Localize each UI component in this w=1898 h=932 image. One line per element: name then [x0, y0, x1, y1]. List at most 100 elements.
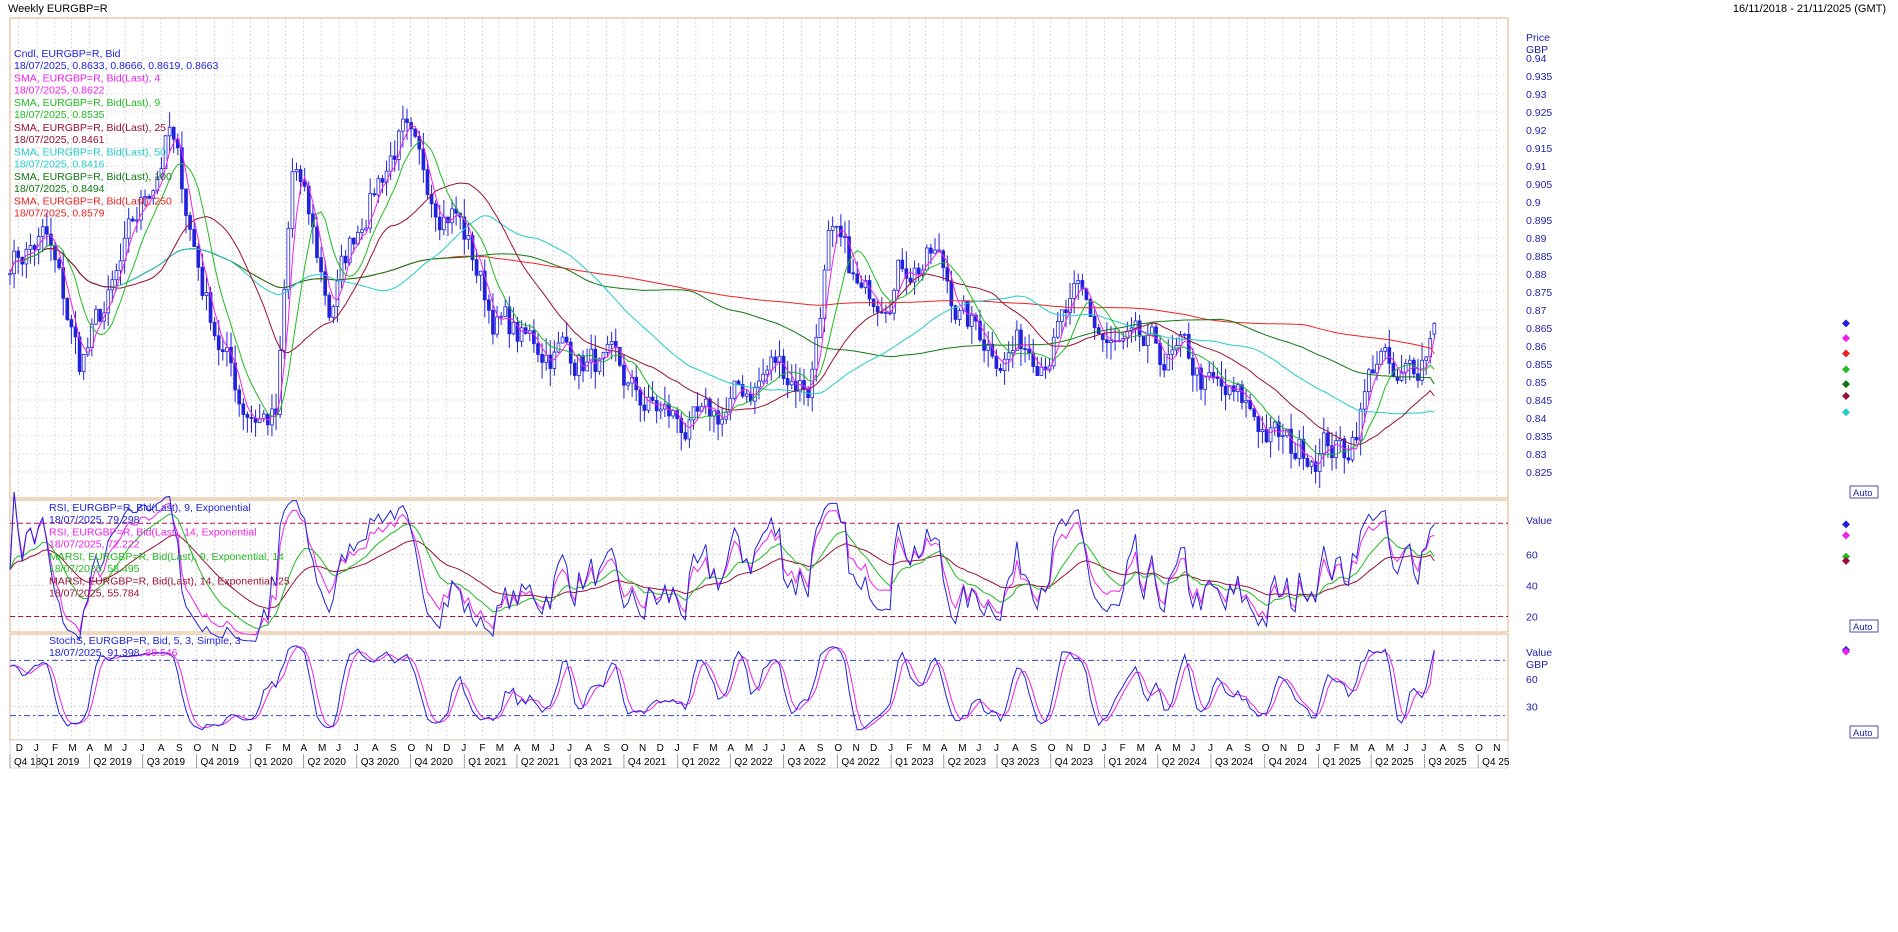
- rsi-axis-header: Value: [1526, 515, 1552, 527]
- candle: [765, 369, 770, 375]
- candle: [605, 344, 610, 353]
- candle: [1076, 280, 1081, 285]
- x-month-label: M: [1386, 743, 1394, 754]
- x-month-label: D: [870, 743, 877, 754]
- stoch-tick-label: 30: [1526, 701, 1538, 713]
- candle: [552, 351, 557, 369]
- candle: [8, 273, 12, 276]
- candle: [241, 403, 246, 415]
- candle: [294, 169, 299, 173]
- x-month-label: S: [390, 743, 397, 754]
- price-legend-value: 18/07/2025, 0.8416: [14, 158, 105, 170]
- price-legend-label: SMA, EURGBP=R, Bid(Last), 250: [14, 196, 172, 208]
- x-month-label: J: [976, 743, 981, 754]
- candle: [1367, 369, 1371, 393]
- candle: [343, 255, 348, 264]
- price-tick-label: 0.915: [1526, 143, 1552, 155]
- candle: [1272, 421, 1277, 429]
- x-quarter-label: Q4 2021: [628, 757, 667, 768]
- candle: [1276, 421, 1281, 438]
- candle: [139, 197, 143, 221]
- x-month-label: D: [1083, 743, 1090, 754]
- candle: [818, 317, 823, 338]
- candle: [613, 341, 618, 348]
- x-month-label: S: [1458, 743, 1465, 754]
- candle: [286, 228, 291, 290]
- price-auto-button[interactable]: [1849, 485, 1879, 499]
- candle: [593, 348, 598, 372]
- candle: [1141, 335, 1146, 346]
- candle: [1293, 452, 1298, 459]
- candle: [618, 346, 622, 366]
- x-quarter-label: Q4 18: [14, 757, 42, 768]
- candle: [126, 218, 131, 239]
- candle: [884, 312, 888, 314]
- candle: [212, 321, 217, 337]
- x-month-label: J: [675, 743, 680, 754]
- price-marker: [1842, 392, 1850, 401]
- candle: [1379, 350, 1383, 365]
- x-month-label: A: [87, 743, 94, 754]
- price-tick-label: 0.91: [1526, 161, 1547, 173]
- x-month-label: M: [68, 743, 76, 754]
- x-month-label: M: [1172, 743, 1180, 754]
- candle: [1330, 445, 1334, 459]
- candle: [159, 168, 164, 178]
- candle: [957, 310, 962, 320]
- x-month-label: N: [639, 743, 646, 754]
- price-legend-label: Cndl, EURGBP=R, Bid: [14, 48, 121, 60]
- candle: [1080, 280, 1085, 290]
- x-quarter-label: Q2 2024: [1162, 757, 1201, 768]
- price-tick-label: 0.885: [1526, 251, 1552, 263]
- x-month-label: M: [1137, 743, 1145, 754]
- candle: [200, 266, 205, 296]
- candle: [1006, 352, 1011, 360]
- candle: [204, 292, 209, 296]
- candle: [1309, 461, 1314, 467]
- candle: [94, 308, 98, 325]
- candle: [1027, 348, 1031, 354]
- candle: [331, 306, 336, 318]
- rsi-auto-button[interactable]: [1849, 619, 1879, 633]
- candle: [229, 346, 233, 364]
- x-month-label: A: [1440, 743, 1447, 754]
- candle: [487, 299, 491, 311]
- x-quarter-label: Q4 2024: [1269, 757, 1308, 768]
- candle: [73, 326, 78, 338]
- candle: [548, 354, 553, 369]
- candle: [1264, 428, 1269, 443]
- stoch-auto-button[interactable]: [1849, 725, 1879, 739]
- rsi-marker: [1842, 556, 1850, 565]
- candle: [503, 306, 508, 317]
- x-month-label: J: [550, 743, 555, 754]
- candle: [822, 269, 827, 319]
- candle: [1358, 408, 1363, 441]
- candle: [581, 355, 585, 372]
- candle: [130, 218, 135, 222]
- x-month-label: O: [834, 743, 842, 754]
- x-month-label: O: [194, 743, 202, 754]
- candle: [1055, 321, 1060, 338]
- candle: [106, 289, 111, 314]
- x-month-label: O: [1048, 743, 1056, 754]
- x-quarter-label: Q1 2025: [1323, 757, 1362, 768]
- price-tick-label: 0.94: [1526, 53, 1547, 65]
- candle: [609, 341, 614, 345]
- candle: [1256, 416, 1261, 432]
- candle: [421, 148, 426, 171]
- candle: [953, 305, 958, 320]
- stoch-k-value: 91.398: [107, 647, 139, 659]
- price-marker: [1842, 319, 1850, 328]
- price-tick-label: 0.925: [1526, 107, 1552, 119]
- price-tick-label: 0.86: [1526, 341, 1547, 353]
- price-marker: [1842, 365, 1850, 374]
- price-tick-label: 0.83: [1526, 449, 1547, 461]
- price-tick-label: 0.905: [1526, 179, 1552, 191]
- candle: [1023, 348, 1027, 351]
- x-month-label: A: [372, 743, 379, 754]
- x-quarter-label: Q2 2023: [948, 757, 987, 768]
- x-month-label: N: [426, 743, 433, 754]
- candle: [28, 245, 33, 250]
- candle: [777, 355, 782, 364]
